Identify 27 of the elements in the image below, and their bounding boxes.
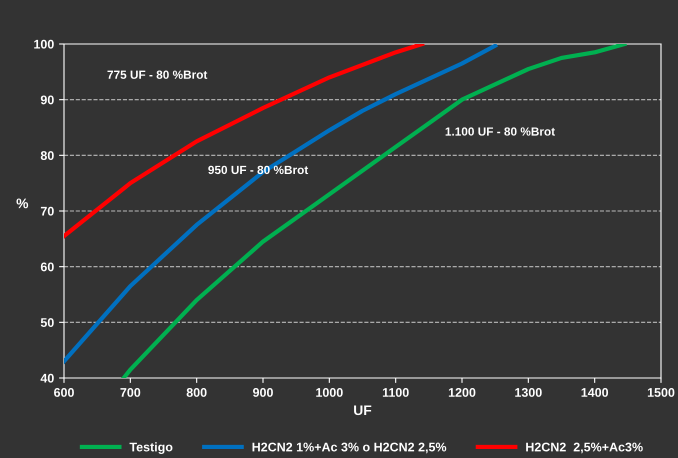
legend-label: Testigo — [130, 442, 172, 454]
x-tick-label: 1100 — [382, 388, 409, 397]
x-axis-title: UF — [354, 405, 372, 416]
y-tick-label: 40 — [40, 374, 54, 383]
x-tick-label: 700 — [120, 388, 140, 397]
y-tick-label: 80 — [40, 151, 54, 160]
x-tick-label: 800 — [186, 388, 207, 397]
annotation: 775 UF - 80 %Brot — [107, 70, 208, 79]
legend-label: H2CN2 1%+Ac 3% o H2CN2 2,5% — [252, 442, 446, 454]
line-series — [64, 44, 498, 364]
x-tick-label: 1200 — [448, 388, 476, 397]
x-tick-label: 1500 — [648, 388, 674, 397]
annotation: 950 UF - 80 %Brot — [208, 166, 308, 174]
y-tick-label: 70 — [40, 206, 54, 216]
x-tick-label: 1000 — [316, 388, 343, 397]
x-tick-label: 1300 — [515, 388, 542, 397]
y-tick-label: 60 — [40, 262, 54, 272]
legend-label: H2CN2 2,5%+Ac3% — [526, 442, 643, 454]
x-tick-label: 1400 — [582, 388, 608, 397]
y-tick-label: 50 — [40, 318, 54, 327]
line-series — [64, 44, 424, 238]
y-axis-title: % — [16, 198, 28, 208]
x-tick-label: 900 — [253, 388, 273, 397]
y-tick-label: 90 — [40, 95, 54, 104]
x-tick-label: 600 — [54, 388, 74, 397]
annotation: 1.100 UF - 80 %Brot — [446, 127, 555, 136]
y-tick-label: 100 — [34, 40, 54, 49]
